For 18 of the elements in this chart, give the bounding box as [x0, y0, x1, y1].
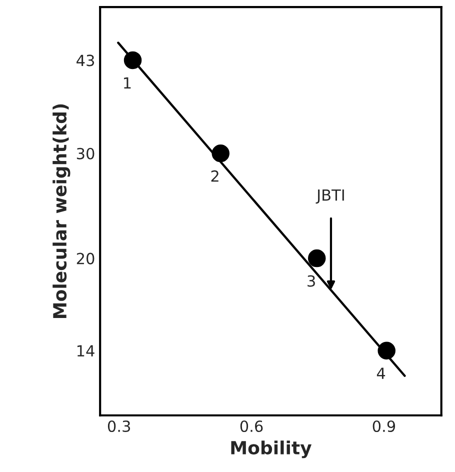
point	[378, 342, 396, 360]
point	[308, 249, 326, 268]
x-axis-title: Mobility	[231, 440, 312, 458]
annotation: 4	[376, 368, 386, 379]
point	[212, 144, 230, 162]
annotation: 3	[308, 275, 315, 287]
y-axis-title: Molecular weight(kd)	[52, 104, 70, 318]
x-tick-label: 0.9	[372, 420, 396, 432]
point	[124, 51, 142, 70]
x-tick-label: 0.3	[108, 420, 130, 432]
y-tick-label: 43	[76, 54, 94, 66]
y-tick-label: 14	[77, 345, 94, 356]
x-tick-label: 0.6	[240, 420, 263, 432]
annotation: 2	[211, 170, 218, 182]
y-tick-label: 20	[76, 252, 94, 264]
annotation: JBTI	[316, 189, 344, 204]
annotation: 1	[124, 77, 131, 88]
y-tick-label: 30	[76, 148, 94, 160]
